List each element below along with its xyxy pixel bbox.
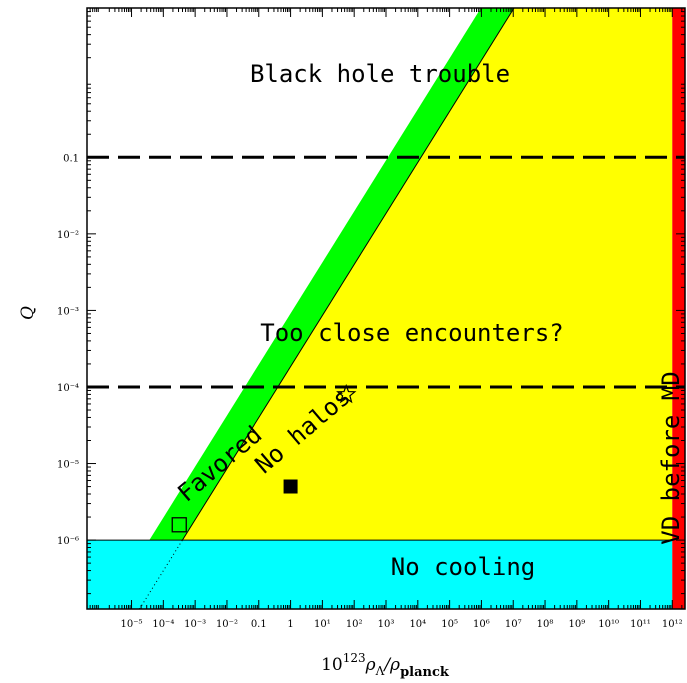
x-tick-label: 10¹⁰	[598, 619, 619, 630]
x-tick-label: 10⁻²	[216, 619, 238, 630]
x-tick-label: 0.1	[251, 619, 267, 630]
x-tick-label: 10¹	[314, 619, 331, 630]
x-tick-label: 10³	[378, 619, 395, 630]
x-tick-label: 10⁹	[568, 619, 585, 630]
x-tick-label: 10⁻⁵	[121, 619, 143, 630]
no-cooling-label: No cooling	[391, 553, 536, 581]
y-tick-label: 10⁻⁵	[57, 460, 79, 471]
open-square-marker	[171, 517, 187, 533]
x-tick-label: 10⁻³	[184, 619, 206, 630]
y-tick-label: 10⁻⁴	[57, 383, 79, 394]
no-cooling-region	[87, 540, 673, 609]
plot-frame	[86, 7, 686, 610]
y-tick-label: 10⁻²	[57, 230, 79, 241]
x-tick-label: 1	[287, 619, 293, 630]
filled-square-marker	[283, 479, 298, 494]
open-star-marker	[336, 383, 357, 404]
x-tick-label: 10⁻⁴	[152, 619, 174, 630]
no-halos-region	[182, 8, 673, 541]
y-tick-label: 10⁻⁶	[57, 536, 79, 547]
no-halos-boundary-line	[182, 8, 515, 541]
x-tick-label: 10¹¹	[630, 619, 651, 630]
boundary-extension-dotted-line	[139, 539, 183, 609]
x-tick-label: 10⁷	[505, 619, 522, 630]
x-tick-label: 10⁵	[441, 619, 458, 630]
favored-region	[149, 8, 515, 541]
too-close-encounters-label: Too close encounters?	[260, 319, 563, 347]
y-tick-label: 0.1	[63, 153, 79, 164]
x-tick-label: 10⁸	[537, 619, 554, 630]
axis-ticks: 10⁻⁵ 10⁻⁴ 10⁻³ 10⁻² 0.1 1 10¹ 10² 10³ 10⁴ 10⁵ 10⁶ 10…	[57, 8, 685, 630]
x-tick-label: 10²	[346, 619, 363, 630]
black-hole-trouble-label: Black hole trouble	[250, 60, 510, 88]
x-tick-label: 10⁴	[409, 619, 426, 630]
x-tick-label: 10¹²	[662, 619, 683, 630]
y-axis-label: Q	[18, 306, 38, 320]
vd-before-md-label: VD before MD	[657, 371, 685, 544]
y-tick-label: 10⁻³	[57, 306, 79, 317]
x-axis-label: 10123ρΛ/ρplanck	[321, 651, 450, 680]
x-tick-label: 10⁶	[473, 619, 490, 630]
